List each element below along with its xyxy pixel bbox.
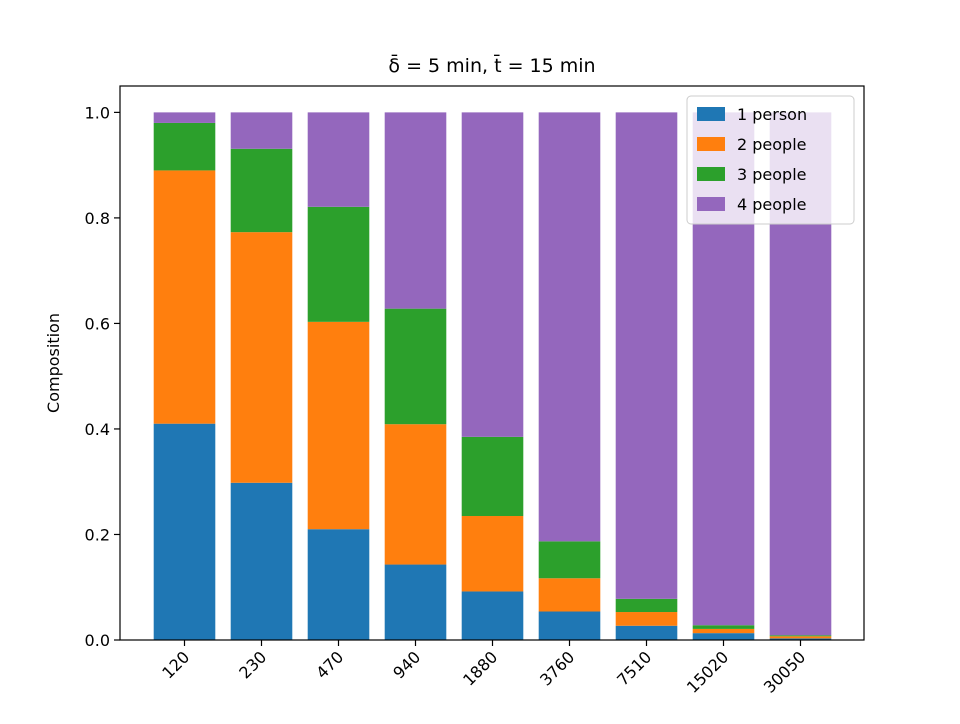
y-ticks: 0.0 0.2 0.4 0.6 0.8 1.0 — [85, 103, 120, 650]
x-tick-label: 7510 — [613, 647, 655, 689]
y-tick-label: 0.2 — [85, 525, 110, 544]
bar-470-series-3 — [307, 206, 370, 322]
x-tick-label: 3760 — [536, 647, 578, 689]
legend-swatch — [697, 107, 725, 121]
y-tick-label: 0.0 — [85, 631, 110, 650]
bar-3760-series-2 — [538, 578, 601, 612]
x-tick-label: 470 — [312, 647, 347, 682]
bar-7510-series-1 — [615, 625, 678, 640]
bar-120-series-1 — [153, 423, 216, 640]
bar-3760-series-1 — [538, 611, 601, 640]
x-tick-label: 940 — [389, 647, 424, 682]
bar-1880-series-4 — [461, 112, 524, 437]
legend: 1 person 2 people 3 people 4 people — [686, 95, 855, 225]
bar-7510-series-3 — [615, 598, 678, 613]
x-tick-label: 1880 — [459, 647, 501, 689]
bar-1880-series-2 — [461, 516, 524, 592]
legend-swatch — [697, 167, 725, 181]
x-tick-label: 30050 — [760, 647, 809, 696]
bar-120-series-4 — [153, 112, 216, 123]
bar-7510-series-4 — [615, 112, 678, 599]
bar-470-series-2 — [307, 321, 370, 530]
bar-7510-series-2 — [615, 612, 678, 626]
bar-120-series-3 — [153, 122, 216, 171]
legend-label: 3 people — [737, 165, 807, 184]
bar-230-series-1 — [230, 482, 293, 640]
bar-940-series-4 — [384, 112, 447, 309]
x-tick-label: 230 — [235, 647, 270, 682]
legend-swatch — [697, 137, 725, 151]
bar-30050-series-1 — [769, 638, 832, 640]
bar-3760-series-3 — [538, 541, 601, 579]
bar-940-series-1 — [384, 564, 447, 640]
bar-470-series-4 — [307, 112, 370, 207]
legend-label: 2 people — [737, 135, 807, 154]
chart-title: δ̄ = 5 min, t̄ = 15 min — [388, 53, 595, 77]
legend-label: 1 person — [737, 105, 807, 124]
bar-230-series-4 — [230, 112, 293, 149]
bar-1880-series-3 — [461, 436, 524, 517]
x-tick-label: 120 — [158, 647, 193, 682]
bar-1880-series-1 — [461, 591, 524, 640]
x-tick-label: 15020 — [683, 647, 732, 696]
bar-3760-series-4 — [538, 112, 601, 542]
y-tick-label: 0.6 — [85, 314, 110, 333]
legend-label: 4 people — [737, 195, 807, 214]
bar-120-series-2 — [153, 170, 216, 424]
bar-940-series-2 — [384, 424, 447, 565]
legend-swatch — [697, 197, 725, 211]
bar-30050-series-3 — [769, 635, 832, 637]
bar-230-series-2 — [230, 232, 293, 483]
bar-15020-series-3 — [692, 625, 755, 629]
y-tick-label: 1.0 — [85, 103, 110, 122]
bar-470-series-1 — [307, 529, 370, 640]
bar-15020-series-2 — [692, 628, 755, 634]
bar-15020-series-1 — [692, 633, 755, 640]
bar-940-series-3 — [384, 308, 447, 425]
y-tick-label: 0.4 — [85, 420, 110, 439]
bar-30050-series-2 — [769, 636, 832, 639]
y-axis-label: Composition — [44, 313, 63, 413]
legend-box — [686, 95, 855, 225]
bar-230-series-3 — [230, 148, 293, 233]
y-tick-label: 0.8 — [85, 209, 110, 228]
x-ticks: 120 230 470 940 1880 3760 7510 15020 30050 — [158, 640, 809, 697]
